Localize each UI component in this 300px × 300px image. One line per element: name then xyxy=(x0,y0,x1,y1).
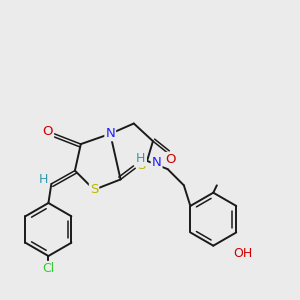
Text: O: O xyxy=(43,125,53,138)
Text: S: S xyxy=(90,183,98,196)
Text: N: N xyxy=(152,156,161,169)
Text: O: O xyxy=(165,153,176,166)
Text: H: H xyxy=(136,152,146,165)
Text: S: S xyxy=(138,159,146,172)
Text: OH: OH xyxy=(233,247,252,260)
Text: Cl: Cl xyxy=(42,262,55,275)
Text: H: H xyxy=(38,173,48,186)
Text: N: N xyxy=(105,127,115,140)
